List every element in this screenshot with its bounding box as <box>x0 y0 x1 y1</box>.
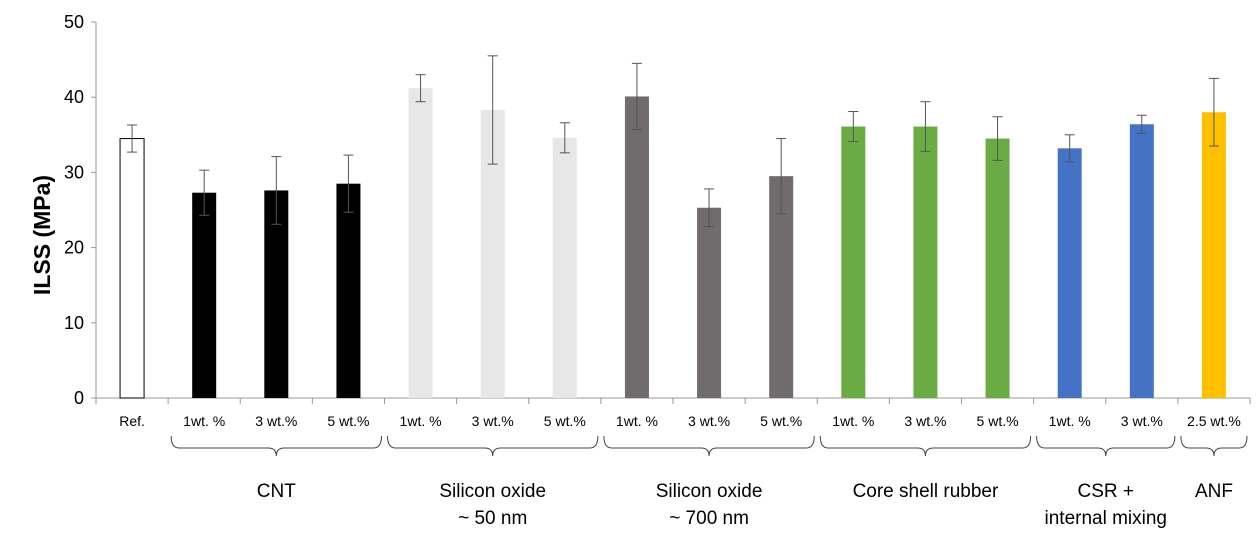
bar <box>552 137 577 399</box>
group-label: ~ 700 nm <box>669 508 749 529</box>
bar <box>336 183 361 398</box>
x-tick-label: 1wt. % <box>183 413 225 429</box>
x-tick-label: 2.5 wt.% <box>1187 413 1241 429</box>
y-axis-label: ILSS (MPa) <box>29 175 55 295</box>
x-tick-label: 3 wt.% <box>1121 413 1163 429</box>
x-tick-label: 1wt. % <box>832 413 874 429</box>
y-tick-label: 50 <box>64 12 84 32</box>
y-tick-label: 40 <box>64 87 84 107</box>
group-brace <box>1180 435 1248 457</box>
x-tick-label: 1wt. % <box>616 413 658 429</box>
bar <box>1129 124 1154 398</box>
x-tick-label: 3 wt.% <box>255 413 297 429</box>
x-tick-label: 3 wt.% <box>904 413 946 429</box>
y-tick-label: 20 <box>64 238 84 258</box>
bar <box>841 126 866 398</box>
x-tick-label: 3 wt.% <box>688 413 730 429</box>
group-label: Core shell rubber <box>853 481 999 502</box>
y-tick-label: 10 <box>64 313 84 333</box>
group-brace <box>170 435 382 457</box>
bar <box>192 192 217 398</box>
group-label: ~ 50 nm <box>458 508 527 529</box>
bar <box>624 96 649 398</box>
bar <box>264 190 289 398</box>
x-tick-label: 5 wt.% <box>977 413 1019 429</box>
x-tick-label: 5 wt.% <box>544 413 586 429</box>
x-tick-label: 3 wt.% <box>472 413 514 429</box>
bar <box>913 126 938 398</box>
group-label: Silicon oxide <box>439 481 546 502</box>
group-label: CSR + <box>1078 481 1135 502</box>
group-label: internal mixing <box>1045 508 1168 529</box>
group-brace <box>603 435 815 457</box>
x-tick-label: 5 wt.% <box>760 413 802 429</box>
group-labels: CNT Silicon oxide ~ 50 nm Silicon oxide ~ 70… <box>170 435 1248 529</box>
group-brace <box>387 435 599 457</box>
y-tick-label: 30 <box>64 162 84 182</box>
x-tick-labels: Ref. 1wt. % 3 wt.% 5 wt.% 1wt. % 3 wt.% 5 wt.%… <box>119 413 1241 429</box>
bar <box>985 138 1010 398</box>
x-tick-label: 5 wt.% <box>327 413 369 429</box>
bar <box>408 88 433 399</box>
x-tick-label: 1wt. % <box>1049 413 1091 429</box>
x-tick-label: Ref. <box>119 413 145 429</box>
group-brace <box>1036 435 1176 457</box>
y-tick-label: 0 <box>74 388 84 408</box>
axes: 0 10 20 30 40 50 <box>64 12 1251 408</box>
bar <box>697 207 722 398</box>
group-label: Silicon oxide <box>656 481 763 502</box>
error-bars <box>127 55 1219 228</box>
x-tick-label: 1wt. % <box>400 413 442 429</box>
group-brace <box>819 435 1032 457</box>
bar <box>119 138 145 399</box>
bars <box>119 88 1226 399</box>
bar <box>1057 148 1082 398</box>
group-label: ANF <box>1195 481 1233 502</box>
bar <box>1201 112 1226 399</box>
group-label: CNT <box>257 481 296 502</box>
